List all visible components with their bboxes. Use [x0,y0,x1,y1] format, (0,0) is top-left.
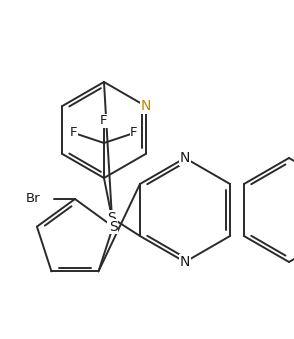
Text: N: N [180,255,190,269]
Text: S: S [108,211,116,225]
Text: F: F [100,115,108,127]
Text: N: N [140,99,151,113]
Text: Br: Br [25,193,40,205]
Text: F: F [70,126,78,140]
Text: F: F [130,126,138,140]
Text: S: S [109,220,117,234]
Text: N: N [180,151,190,165]
